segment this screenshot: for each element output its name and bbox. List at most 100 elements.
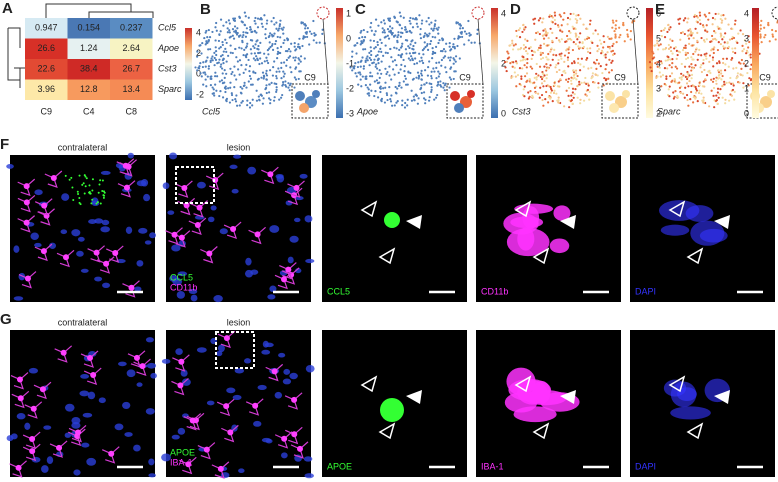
cell-dot [403,70,406,73]
cell-dot [676,94,679,97]
cell-dot [199,44,202,47]
cell-dot [745,42,748,45]
cell-dot [747,46,750,49]
cell-dot [510,76,513,79]
arrowhead [714,215,730,229]
arrowhead-open [532,247,550,265]
cell-dot [719,17,722,21]
cell-dot [523,64,526,67]
cell-dot [543,79,546,83]
cell-dot [431,57,434,60]
cell-dot [453,37,456,40]
cell-dot [234,47,237,51]
cell-dot [768,40,771,43]
microglia-body [23,219,30,226]
cell-dot [707,18,710,21]
cell-dot [213,51,216,54]
cell-dot [299,60,302,63]
cell-dot [360,40,363,43]
cell-dot [390,94,393,97]
microglia-body [133,354,140,361]
cell-dot [207,65,211,68]
cell-dot [441,49,444,53]
cell-dot [723,41,726,44]
cell-dot [586,50,590,53]
cell-dot [651,57,654,60]
cell-dot [595,58,599,62]
cell-dot [241,100,244,103]
cell-dot [383,29,386,32]
nucleus [253,420,262,427]
cell-dot [748,77,751,80]
cell-dot [249,101,252,105]
cell-dot [199,72,202,75]
cell-dot [400,86,403,89]
cell-dot [376,41,379,44]
cell-dot [586,37,589,40]
cell-dot [698,14,702,17]
cell-dot [353,67,356,70]
cell-dot [690,63,693,66]
cell-dot [722,61,725,65]
cell-dot [440,64,443,67]
cell-dot [523,85,526,88]
cell-dot [571,25,574,28]
cell-dot [718,76,721,80]
cell-dot [349,66,352,69]
cell-dot [703,13,706,16]
cell-dot [368,64,371,67]
heatmap-cell [67,38,110,59]
cell-dot [442,56,445,59]
cell-dot [419,27,422,31]
cell-dot [361,56,364,59]
cell-dot [678,81,681,84]
microglia-body [296,445,303,452]
cell-dot [714,18,717,21]
cell-dot [662,48,665,51]
cell-dot [399,15,402,18]
cell-dot [614,36,617,39]
cell-dot [351,55,354,58]
cell-dot [221,43,224,47]
cell-dot [275,27,278,30]
microglia-body [62,254,69,261]
cell-dot [505,60,509,63]
cell-dot [433,23,437,26]
cell-dot [741,74,744,77]
cell-dot [719,27,722,31]
cell-dot [680,31,683,35]
cell-dot [369,26,372,29]
cell-dot [517,48,520,51]
cell-dot [375,79,379,82]
cell-dot [354,62,357,65]
cell-dot [358,36,361,40]
cell-dot [667,23,670,27]
cell-dot [606,45,610,48]
cell-dot [681,31,684,34]
cell-dot [513,71,516,74]
cell-dot [559,78,562,81]
cell-dot [221,72,224,75]
arrowhead [714,390,730,404]
cell-dot [369,58,373,61]
microglia-body [293,184,300,191]
cell-dot [381,27,384,30]
cell-dot [282,83,285,86]
cell-dot [569,18,572,21]
colorbar-tick: 5 [656,33,661,43]
cell-dot [679,91,682,94]
cell-dot [736,72,739,75]
cell-dot [522,47,526,51]
cell-dot [303,57,306,60]
colorbar-tick: 1 [744,83,749,93]
cell-dot [218,33,221,36]
panel-label: G [0,311,12,328]
cell-dot [390,78,393,81]
cell-dot [256,17,260,20]
cell-dot [430,21,433,24]
cell-dot [367,88,370,91]
cell-dot [696,31,699,34]
cell-dot [357,83,360,86]
cell-dot [236,60,239,63]
cell-dot [272,99,276,102]
